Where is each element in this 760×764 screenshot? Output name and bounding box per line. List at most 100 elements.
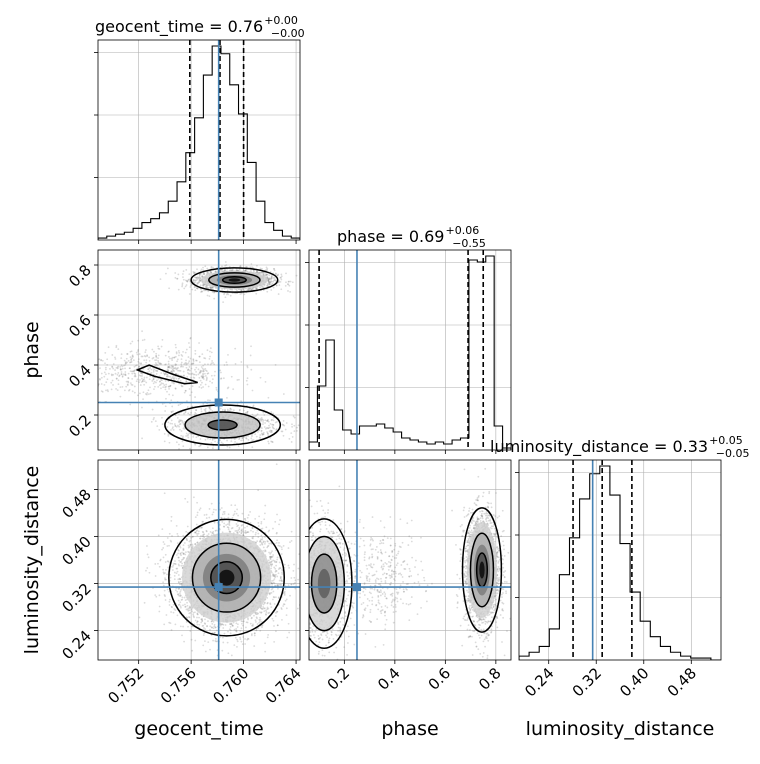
sample-point xyxy=(89,348,91,350)
sample-point xyxy=(213,511,215,513)
sample-point xyxy=(146,377,148,379)
plot-layer xyxy=(98,40,300,240)
sample-point xyxy=(254,518,256,520)
sample-point xyxy=(130,356,132,358)
sample-point xyxy=(171,406,173,408)
sample-point xyxy=(281,619,283,621)
sample-point xyxy=(209,380,211,382)
sample-point xyxy=(148,556,150,558)
sample-point xyxy=(154,386,156,388)
sample-point xyxy=(119,396,121,398)
sample-point xyxy=(240,361,242,363)
sample-point xyxy=(167,589,169,591)
sample-point xyxy=(283,420,285,422)
sample-point xyxy=(189,448,191,450)
sample-point xyxy=(165,384,167,386)
sample-point xyxy=(155,364,157,366)
sample-point xyxy=(121,353,123,355)
sample-point xyxy=(91,381,93,383)
sample-point xyxy=(289,291,291,293)
sample-point xyxy=(115,373,117,375)
sample-point xyxy=(175,378,177,380)
sample-point xyxy=(68,352,70,354)
sample-point xyxy=(244,638,246,640)
sample-point xyxy=(178,350,180,352)
panel-phase-vs-geocent-time: 0.20.40.60.8 xyxy=(45,250,328,457)
sample-point xyxy=(104,371,106,373)
sample-point xyxy=(147,554,149,556)
sample-point xyxy=(136,380,138,382)
sample-point xyxy=(164,364,166,366)
sample-point xyxy=(103,376,105,378)
sample-point xyxy=(188,342,190,344)
sample-point xyxy=(250,369,252,371)
sample-point xyxy=(189,293,191,295)
sample-point xyxy=(160,363,162,365)
sample-point xyxy=(134,386,136,388)
sample-point xyxy=(194,374,196,376)
sample-point xyxy=(245,520,247,522)
sample-point xyxy=(114,356,116,358)
sample-point xyxy=(181,362,183,364)
sample-point xyxy=(283,435,285,437)
sample-point xyxy=(266,269,268,271)
sample-point xyxy=(214,371,216,373)
sample-point xyxy=(62,363,64,365)
sample-point xyxy=(139,362,141,364)
sample-point xyxy=(212,378,214,380)
sample-point xyxy=(130,382,132,384)
sample-point xyxy=(126,353,128,355)
sample-point xyxy=(175,277,177,279)
sample-point xyxy=(162,339,164,341)
sample-point xyxy=(188,356,190,358)
sample-point xyxy=(291,540,293,542)
sample-point xyxy=(200,384,202,386)
sample-point xyxy=(205,384,207,386)
sample-point xyxy=(260,377,262,379)
sample-point xyxy=(165,599,167,601)
sample-point xyxy=(45,383,47,385)
sample-point xyxy=(123,373,125,375)
sample-point xyxy=(138,358,140,360)
sample-point xyxy=(105,390,107,392)
sample-point xyxy=(178,289,180,291)
sample-point xyxy=(165,380,167,382)
density-fill xyxy=(229,278,241,281)
sample-point xyxy=(198,445,200,447)
sample-point xyxy=(126,358,128,360)
sample-point xyxy=(148,389,150,391)
sample-point xyxy=(191,363,193,365)
sample-point xyxy=(242,636,244,638)
sample-point xyxy=(178,444,180,446)
sample-point xyxy=(237,640,239,642)
sample-point xyxy=(189,370,191,372)
sample-point xyxy=(159,566,161,568)
sample-point xyxy=(174,624,176,626)
sample-point xyxy=(156,380,158,382)
sample-point xyxy=(178,448,180,450)
sample-point xyxy=(173,357,175,359)
sample-point xyxy=(140,362,142,364)
tick-label-y: 0.6 xyxy=(65,311,95,341)
sample-point xyxy=(187,368,189,370)
sample-point xyxy=(94,347,96,349)
sample-point xyxy=(196,502,198,504)
sample-point xyxy=(163,557,165,559)
sample-point xyxy=(238,379,240,381)
sample-point xyxy=(193,496,195,498)
sample-point xyxy=(157,360,159,362)
sample-point xyxy=(221,507,223,509)
sample-point xyxy=(134,374,136,376)
sample-point xyxy=(201,375,203,377)
sample-point xyxy=(131,378,133,380)
sample-point xyxy=(119,374,121,376)
sample-point xyxy=(187,406,189,408)
sample-point xyxy=(236,379,238,381)
sample-point xyxy=(252,390,254,392)
sample-point xyxy=(202,386,204,388)
sample-point xyxy=(280,279,282,281)
sample-point xyxy=(115,346,117,348)
sample-point xyxy=(285,272,287,274)
sample-point xyxy=(142,356,144,358)
